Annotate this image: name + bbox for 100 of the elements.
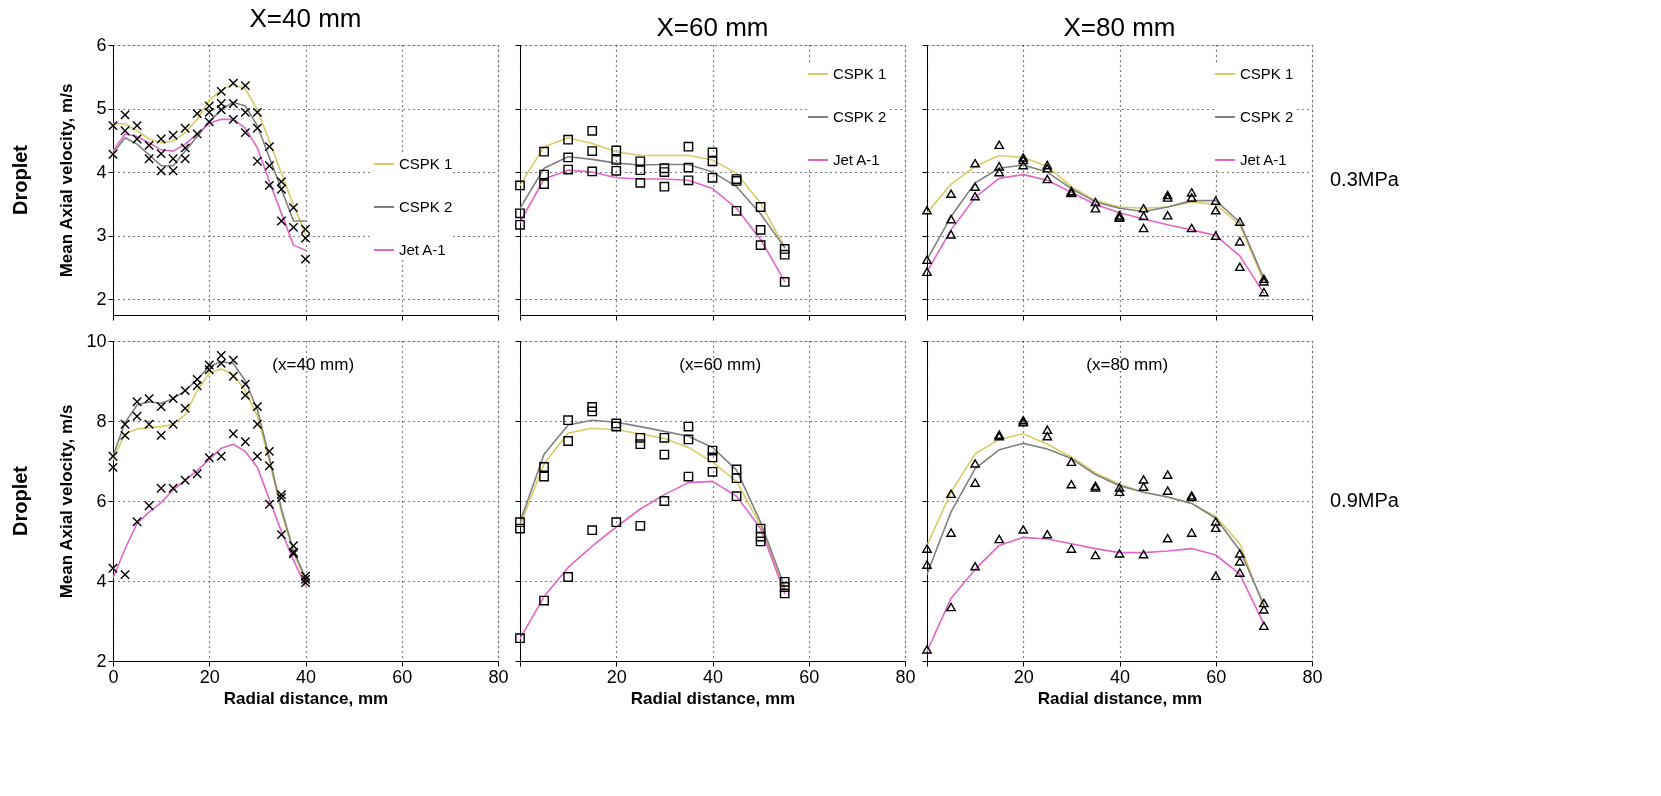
point xyxy=(216,86,227,97)
point xyxy=(108,120,118,131)
point xyxy=(755,536,766,547)
chart-title: X=40 mm xyxy=(249,3,362,33)
point xyxy=(1210,196,1221,205)
x-tick-label: 60 xyxy=(1206,666,1227,687)
point xyxy=(228,355,239,366)
point xyxy=(1258,605,1269,614)
point xyxy=(659,181,670,192)
point xyxy=(539,169,549,180)
legend-label: CSPK 2 xyxy=(399,198,453,215)
point xyxy=(611,517,622,528)
point xyxy=(108,451,118,462)
point xyxy=(264,446,275,457)
point xyxy=(204,101,215,111)
point xyxy=(264,460,275,471)
point xyxy=(1258,287,1269,297)
point xyxy=(1162,486,1173,495)
point xyxy=(683,141,694,152)
point xyxy=(216,98,227,109)
point xyxy=(204,364,215,375)
point xyxy=(587,525,598,536)
point xyxy=(1066,544,1077,553)
point xyxy=(659,496,670,506)
point xyxy=(563,152,574,163)
point xyxy=(731,464,742,475)
point xyxy=(539,462,549,472)
point xyxy=(1234,557,1245,566)
point xyxy=(779,244,790,254)
point xyxy=(946,229,956,239)
point xyxy=(779,588,790,599)
point xyxy=(970,561,981,571)
point xyxy=(563,134,574,145)
point xyxy=(204,107,215,118)
point xyxy=(635,177,646,188)
point xyxy=(755,531,766,542)
point xyxy=(156,165,167,176)
point xyxy=(539,595,549,606)
point xyxy=(994,162,1005,171)
point xyxy=(1138,549,1149,559)
point xyxy=(1042,425,1053,435)
point xyxy=(683,175,694,186)
point xyxy=(922,645,932,654)
point xyxy=(132,134,142,144)
point xyxy=(635,520,646,531)
y-tick-label: 5 xyxy=(96,98,107,119)
point xyxy=(120,110,130,120)
point xyxy=(946,528,956,537)
point xyxy=(539,146,549,157)
point xyxy=(515,523,525,534)
point xyxy=(204,452,215,463)
point xyxy=(264,180,275,191)
point xyxy=(120,430,130,441)
point xyxy=(144,153,154,164)
x-tick-label: 60 xyxy=(799,666,820,687)
point xyxy=(252,123,263,134)
point xyxy=(611,155,622,165)
point xyxy=(1162,470,1173,479)
point xyxy=(970,158,981,168)
point xyxy=(683,421,694,432)
point xyxy=(946,489,956,499)
point xyxy=(144,140,154,151)
point xyxy=(300,254,311,264)
point xyxy=(635,156,646,167)
point xyxy=(252,107,263,118)
point xyxy=(707,452,718,463)
point xyxy=(216,358,227,369)
point xyxy=(731,473,742,484)
point xyxy=(180,153,191,164)
point xyxy=(1210,517,1221,526)
point xyxy=(144,419,154,430)
point xyxy=(1018,160,1029,170)
point xyxy=(515,180,525,191)
y-tick-label: 10 xyxy=(86,330,107,351)
point xyxy=(192,380,203,391)
point xyxy=(1234,549,1245,558)
point xyxy=(1234,217,1245,226)
point xyxy=(168,483,179,494)
point xyxy=(1042,431,1053,441)
point xyxy=(156,148,167,159)
point xyxy=(515,517,525,528)
point xyxy=(1018,525,1029,534)
point xyxy=(1186,528,1197,537)
point xyxy=(1138,482,1149,491)
point xyxy=(1258,621,1269,631)
point xyxy=(563,572,574,582)
point xyxy=(120,419,130,430)
point xyxy=(922,560,932,569)
point xyxy=(276,529,287,540)
text: Droplet xyxy=(9,465,31,536)
point xyxy=(1138,223,1149,233)
point xyxy=(994,140,1005,150)
y-tick-label: 4 xyxy=(96,570,107,591)
x-tick-label: 40 xyxy=(1109,666,1131,687)
point xyxy=(1186,193,1197,202)
x-axis-title: Radial distance, mm xyxy=(223,688,389,708)
point xyxy=(252,451,263,462)
point xyxy=(635,439,646,450)
point xyxy=(515,208,525,219)
text: 0.3MPa xyxy=(1330,168,1400,190)
